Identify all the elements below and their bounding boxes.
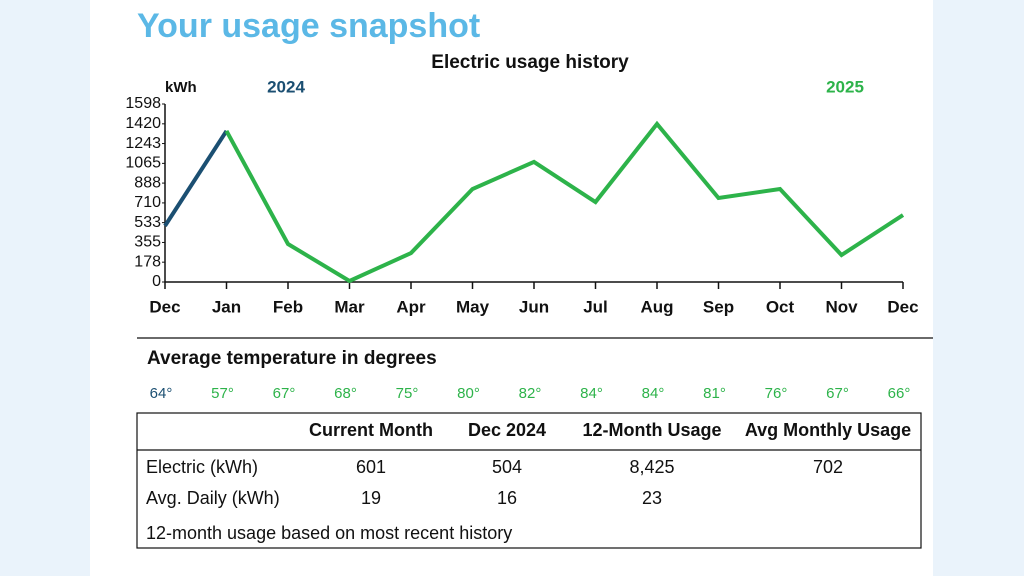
temperature-title: Average temperature in degrees xyxy=(147,348,437,369)
x-tick-label: Nov xyxy=(825,297,858,316)
row-label: Electric (kWh) xyxy=(146,457,258,477)
x-tick-label: Feb xyxy=(273,297,303,316)
x-tick-label: Dec xyxy=(149,297,180,316)
table-cell: 8,425 xyxy=(629,457,674,477)
table-header: Current Month xyxy=(309,420,433,440)
temperature-value: 67° xyxy=(273,385,296,402)
x-tick-label: Jun xyxy=(519,297,549,316)
x-tick-label: Dec xyxy=(887,297,918,316)
table-cell: 601 xyxy=(356,457,386,477)
page-title: Your usage snapshot xyxy=(137,7,480,45)
x-tick-label: Mar xyxy=(334,297,365,316)
x-tick-label: May xyxy=(456,297,490,316)
y-tick-label: 1243 xyxy=(125,135,161,152)
table-cell: 504 xyxy=(492,457,522,477)
temperature-value: 57° xyxy=(211,385,234,402)
x-tick-label: Jul xyxy=(583,297,608,316)
table-header: 12-Month Usage xyxy=(582,420,721,440)
temperature-value: 76° xyxy=(765,385,788,402)
y-tick-label: 533 xyxy=(134,214,161,231)
y-tick-label: 1420 xyxy=(125,115,161,132)
y-tick-label: 355 xyxy=(134,234,161,251)
table-cell: 19 xyxy=(361,488,381,508)
y-tick-label: 888 xyxy=(134,174,161,191)
x-tick-label: Jan xyxy=(212,297,241,316)
table-header: Dec 2024 xyxy=(468,420,546,440)
panel xyxy=(90,0,933,576)
y-tick-label: 178 xyxy=(134,253,161,270)
x-tick-label: Sep xyxy=(703,297,734,316)
table-cell: 23 xyxy=(642,488,662,508)
y-tick-label: 710 xyxy=(134,194,161,211)
y-axis-label: kWh xyxy=(165,79,197,96)
series-line xyxy=(224,120,905,284)
row-label: Avg. Daily (kWh) xyxy=(146,488,280,508)
temperature-value: 66° xyxy=(888,385,911,402)
temperature-value: 81° xyxy=(703,385,726,402)
y-tick-label: 0 xyxy=(152,273,161,290)
table-cell: 702 xyxy=(813,457,843,477)
table-box xyxy=(136,412,922,549)
temperature-value: 82° xyxy=(519,385,542,402)
table-cell: 16 xyxy=(497,488,517,508)
temperature-value: 80° xyxy=(457,385,480,402)
x-tick-label: Aug xyxy=(640,297,673,316)
temperature-value: 68° xyxy=(334,385,357,402)
temperature-value: 67° xyxy=(826,385,849,402)
y-tick-label: 1598 xyxy=(125,95,161,112)
chart-title: Electric usage history xyxy=(431,52,629,73)
table-header: Avg Monthly Usage xyxy=(745,420,911,440)
temperature-value: 84° xyxy=(580,385,603,402)
temperature-value: 75° xyxy=(396,385,419,402)
x-tick-label: Apr xyxy=(396,297,426,316)
legend-label: 2024 xyxy=(267,77,305,96)
legend-label: 2025 xyxy=(826,77,864,96)
table-footnote: 12-month usage based on most recent hist… xyxy=(146,523,512,543)
y-tick-label: 1065 xyxy=(125,155,161,172)
x-tick-label: Oct xyxy=(766,297,795,316)
temperature-value: 64° xyxy=(150,385,173,402)
temperature-value: 84° xyxy=(642,385,665,402)
series-line xyxy=(163,129,229,227)
